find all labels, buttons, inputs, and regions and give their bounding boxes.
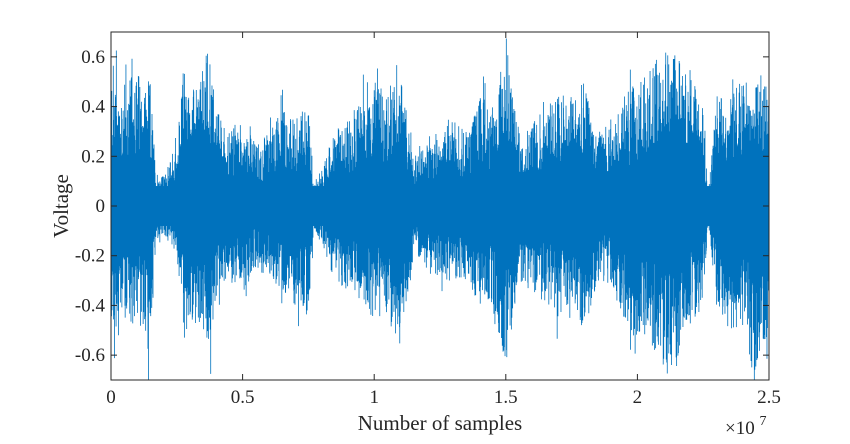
- y-tick-label: 0.2: [81, 146, 105, 167]
- y-tick-label: -0.2: [75, 246, 105, 267]
- x-axis-exponent-power: 7: [759, 414, 766, 429]
- y-axis-ticks: -0.6 -0.4 -0.2 0 0.2 0.4 0.6: [75, 47, 769, 366]
- x-tick-label: 2: [633, 387, 643, 408]
- y-tick-label: 0: [96, 196, 106, 217]
- x-tick-label: 0: [106, 387, 116, 408]
- y-tick-label: -0.4: [75, 295, 106, 316]
- x-axis-ticks: 0 0.5 1 1.5 2 2.5: [106, 32, 781, 408]
- x-axis-exponent-base: ×10: [725, 418, 755, 439]
- x-tick-label: 0.5: [231, 387, 255, 408]
- x-tick-label: 1: [369, 387, 379, 408]
- x-axis-exponent: ×10 7: [725, 414, 766, 439]
- y-tick-label: -0.6: [75, 345, 105, 366]
- x-axis-title: Number of samples: [358, 411, 522, 435]
- y-axis-title: Voltage: [49, 174, 73, 238]
- signal-core-band: [111, 186, 769, 226]
- x-tick-label: 2.5: [757, 387, 781, 408]
- x-tick-label: 1.5: [494, 387, 518, 408]
- y-tick-label: 0.6: [81, 47, 105, 68]
- y-tick-label: 0.4: [81, 97, 105, 118]
- signal-series: [111, 38, 769, 380]
